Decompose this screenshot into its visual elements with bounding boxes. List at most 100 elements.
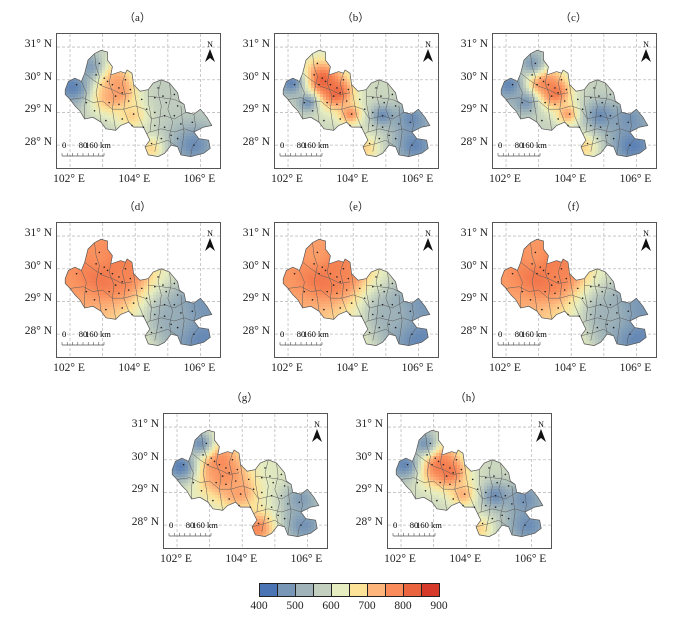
district-border	[256, 508, 301, 513]
district-border	[408, 138, 417, 157]
station-point	[531, 74, 533, 76]
station-point	[616, 123, 618, 125]
station-point	[332, 284, 335, 286]
lat-tick-label: 29° N	[12, 292, 52, 304]
station-point	[132, 113, 135, 115]
district-border	[255, 475, 292, 485]
station-point	[381, 126, 384, 128]
district-border	[69, 286, 113, 299]
lat-tick-label: 30° N	[12, 71, 52, 83]
colorbar	[259, 583, 440, 597]
district-border	[616, 105, 621, 155]
station-point	[225, 467, 227, 469]
map-frame: N 0 80 160 km	[56, 222, 221, 358]
scale-label: 0	[498, 329, 502, 339]
station-point	[536, 83, 538, 86]
station-point	[375, 276, 377, 278]
station-point	[162, 284, 164, 286]
district-border	[133, 273, 144, 317]
panel-label: （c）	[544, 9, 604, 25]
district-border	[590, 268, 598, 341]
colorbar-tick-label: 900	[419, 600, 459, 612]
station-point	[416, 481, 419, 484]
district-border	[149, 317, 194, 322]
station-point	[394, 105, 397, 107]
station-point	[127, 289, 130, 291]
station-point	[261, 476, 263, 479]
lat-tick-label: 29° N	[448, 292, 488, 304]
station-point	[163, 315, 166, 317]
station-point	[100, 272, 102, 275]
station-point	[180, 312, 182, 314]
station-point	[590, 124, 592, 127]
station-point	[442, 463, 445, 466]
station-point	[280, 494, 283, 497]
lat-tick-label: 31° N	[230, 38, 270, 50]
station-point	[391, 303, 394, 306]
station-point	[612, 294, 615, 296]
lon-tick-label: 106° E	[392, 173, 442, 185]
lon-tick-label: 102° E	[44, 173, 94, 185]
station-point	[162, 95, 164, 97]
station-point	[383, 101, 386, 104]
lat-tick-label: 28° N	[119, 516, 159, 528]
station-point	[142, 315, 145, 317]
district-border	[464, 464, 475, 508]
station-point	[560, 78, 563, 81]
district-border	[485, 459, 493, 532]
station-point	[202, 454, 204, 456]
station-point	[360, 126, 363, 128]
station-point	[409, 310, 412, 313]
station-point	[283, 485, 286, 487]
station-point	[439, 481, 441, 484]
district-border	[330, 294, 370, 309]
scale-label: 160 km	[85, 329, 111, 339]
district-border	[258, 492, 293, 500]
station-point	[411, 144, 413, 146]
station-point	[612, 137, 615, 140]
lat-tick-label: 31° N	[343, 418, 383, 430]
colorbar-tick-label: 400	[239, 600, 279, 612]
station-point	[581, 108, 584, 110]
station-point	[568, 302, 571, 304]
lat-tick-label: 29° N	[230, 103, 270, 115]
station-point	[324, 80, 327, 83]
station-point	[191, 310, 194, 313]
district-border	[530, 53, 538, 123]
station-point	[173, 93, 176, 96]
station-point	[536, 272, 538, 275]
stations	[511, 62, 631, 146]
station-point	[593, 87, 595, 89]
district-border	[302, 73, 351, 95]
station-point	[108, 101, 110, 104]
station-point	[345, 100, 348, 102]
lon-tick-label: 102° E	[375, 553, 425, 565]
station-point	[554, 87, 556, 89]
district-border	[299, 270, 305, 308]
station-point	[391, 114, 394, 117]
station-point	[449, 483, 451, 486]
station-point	[326, 290, 328, 293]
north-arrow-icon: N	[536, 420, 546, 442]
station-point	[95, 263, 97, 265]
district-border	[367, 128, 412, 133]
district-border	[425, 433, 433, 503]
station-point	[280, 473, 283, 476]
lon-tick-label: 104° E	[216, 553, 266, 565]
station-point	[236, 468, 239, 471]
station-point	[239, 493, 242, 495]
district-border	[302, 262, 351, 284]
station-point	[347, 88, 350, 91]
station-point	[557, 307, 559, 309]
district-border	[517, 81, 523, 119]
lat-tick-label: 28° N	[448, 136, 488, 148]
station-point	[191, 121, 194, 124]
station-point	[221, 475, 224, 477]
station-point	[118, 276, 120, 278]
station-point	[176, 105, 179, 107]
north-arrow-icon: N	[205, 40, 215, 62]
lon-tick-label: 102° E	[262, 362, 312, 374]
district-border	[443, 485, 483, 500]
